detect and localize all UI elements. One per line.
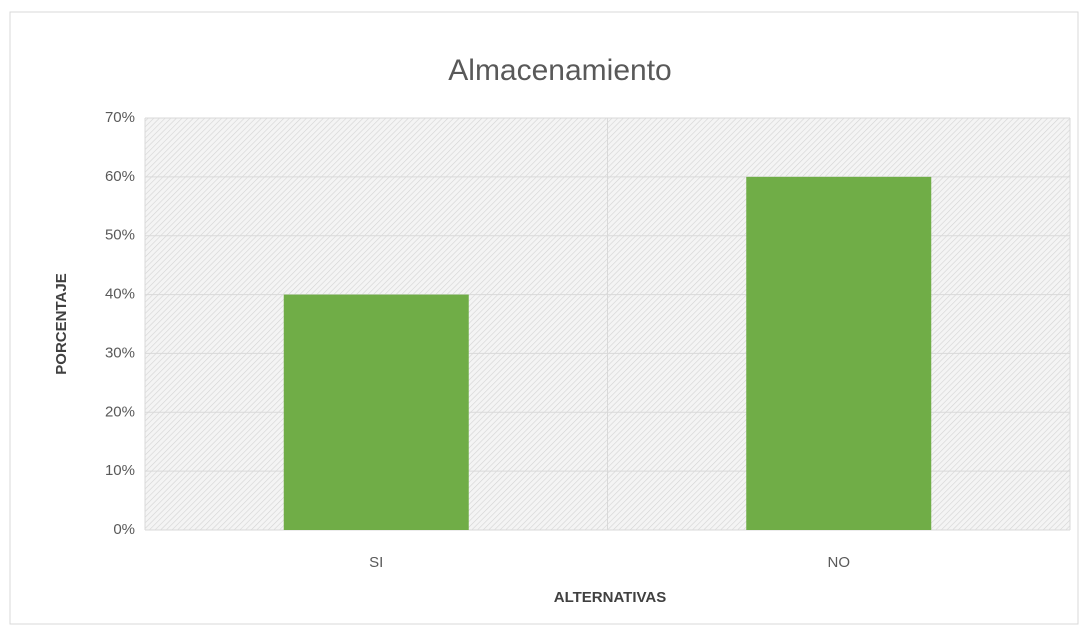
chart-title: Almacenamiento bbox=[448, 54, 671, 87]
bar bbox=[283, 294, 469, 530]
y-tick-label: 30% bbox=[105, 344, 135, 361]
bar bbox=[746, 176, 932, 530]
y-tick-label: 70% bbox=[105, 109, 135, 126]
y-tick-label: 40% bbox=[105, 286, 135, 303]
y-tick-label: 0% bbox=[113, 521, 135, 538]
x-axis-label: ALTERNATIVAS bbox=[554, 589, 667, 606]
y-tick-label: 60% bbox=[105, 168, 135, 185]
y-axis-label: PORCENTAJE bbox=[53, 273, 70, 374]
x-tick-label: NO bbox=[828, 554, 851, 571]
y-tick-label: 50% bbox=[105, 227, 135, 244]
x-tick-label: SI bbox=[369, 554, 383, 571]
y-tick-label: 20% bbox=[105, 403, 135, 420]
y-tick-label: 10% bbox=[105, 462, 135, 479]
